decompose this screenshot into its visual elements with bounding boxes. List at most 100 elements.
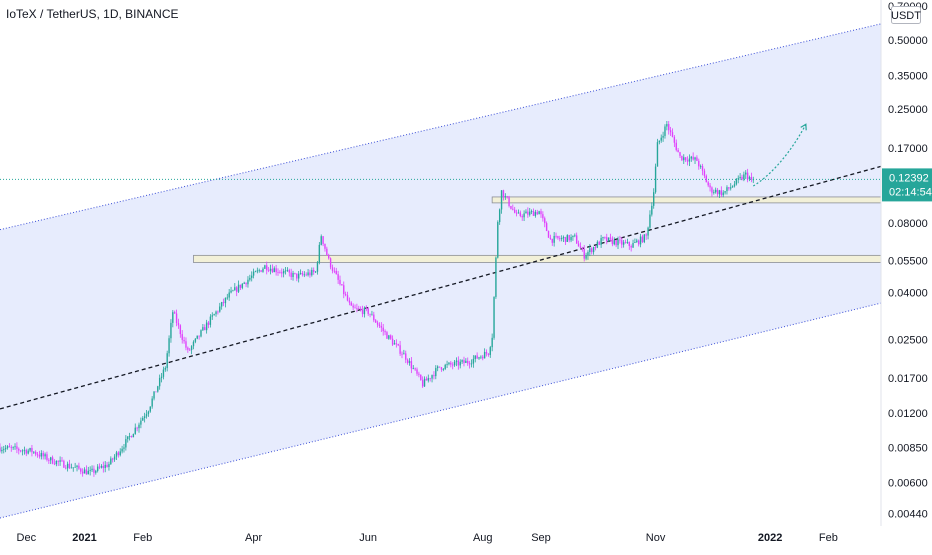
time-tick-2: Feb: [133, 532, 152, 544]
candle-body-78: [145, 414, 148, 417]
candle-body-136: [254, 271, 257, 273]
candle-body-125: [234, 287, 236, 291]
candle-body-246: [461, 360, 463, 362]
candle-body-337: [632, 242, 634, 248]
candle-body-397: [745, 172, 747, 175]
candle-body-7: [12, 446, 14, 448]
candle-body-156: [292, 272, 294, 277]
candle-body-375: [703, 170, 706, 176]
time-tick-8: 2022: [758, 532, 782, 544]
channel-lower-line: [0, 302, 882, 519]
candle-body-161: [301, 273, 304, 275]
candle-body-3: [4, 447, 7, 450]
candle-body-349: [654, 166, 657, 193]
candle-body-273: [512, 208, 514, 210]
candle-body-218: [408, 361, 411, 363]
candle-body-207: [388, 335, 390, 339]
currency-badge[interactable]: USDT: [891, 6, 921, 24]
candle-body-297: [557, 235, 559, 239]
candle-body-254: [476, 355, 478, 359]
candle-body-313: [587, 252, 589, 256]
candle-body-57: [106, 464, 108, 468]
candle-body-22: [40, 452, 43, 457]
candle-body-318: [596, 241, 599, 248]
candle-body-67: [125, 439, 127, 448]
channel-midline: [0, 165, 882, 410]
candle-body-260: [487, 353, 490, 355]
candle-body-46: [85, 469, 88, 475]
candle-body-188: [352, 305, 354, 308]
chart-title: IoTeX / TetherUS, 1D, BINANCE: [6, 7, 179, 21]
candle-body-38: [70, 467, 73, 469]
candle-body-164: [307, 272, 309, 276]
candle-body-373: [699, 166, 702, 167]
candle-body-283: [530, 211, 533, 212]
candle-body-384: [720, 190, 723, 196]
candle-body-129: [241, 283, 244, 288]
candle-body-25: [46, 454, 48, 460]
candle-body-306: [574, 235, 576, 237]
candle-body-266: [498, 209, 501, 223]
candle-body-157: [294, 272, 296, 274]
candle-body-301: [564, 237, 567, 242]
candle-body-390: [731, 186, 734, 188]
candle-body-304: [570, 236, 572, 241]
candle-body-312: [585, 255, 587, 259]
candle-body-244: [457, 360, 460, 366]
support-zone-0: [491, 196, 882, 204]
candle-body-248: [465, 360, 467, 363]
projection-path: [752, 124, 807, 187]
candle-body-365: [684, 157, 687, 161]
candle-body-103: [192, 341, 195, 347]
candle-body-295: [553, 235, 555, 243]
candle-body-26: [48, 459, 50, 461]
candle-body-236: [442, 368, 445, 370]
candle-body-327: [613, 240, 615, 245]
candle-body-163: [305, 274, 307, 276]
candle-body-173: [324, 243, 326, 249]
candle-body-271: [508, 197, 510, 206]
candle-body-169: [316, 262, 319, 272]
candle-body-175: [328, 254, 330, 259]
candle-body-190: [356, 308, 358, 309]
candle-body-348: [653, 192, 655, 206]
time-tick-3: Apr: [245, 532, 262, 544]
candle-body-340: [637, 240, 640, 245]
candle-body-127: [237, 284, 240, 292]
candle-body-76: [142, 417, 144, 421]
candle-body-10: [18, 448, 20, 451]
projection-arrowhead: [800, 123, 807, 131]
support-zone-1: [193, 254, 882, 263]
candle-body-347: [651, 205, 653, 215]
price-tick-2: 0.35000: [888, 71, 928, 83]
candle-body-106: [198, 335, 200, 337]
candle-body-59: [110, 458, 112, 465]
candle-body-187: [350, 302, 352, 306]
candle-body-35: [65, 467, 67, 469]
price-axis-panel[interactable]: [881, 0, 932, 550]
candle-body-259: [485, 351, 488, 354]
candle-body-261: [489, 347, 491, 355]
candle-body-399: [748, 177, 751, 180]
candle-body-250: [468, 363, 471, 365]
countdown-timer: 02:14:54: [889, 186, 932, 198]
candle-body-183: [343, 285, 345, 295]
candle-body-234: [438, 366, 441, 368]
candle-body-102: [190, 346, 193, 351]
candle-body-81: [151, 398, 153, 407]
candle-body-171: [320, 236, 322, 245]
candle-body-118: [220, 302, 223, 307]
candle-body-211: [395, 343, 398, 345]
candle-body-237: [444, 364, 446, 369]
candle-body-142: [266, 265, 268, 271]
candle-body-176: [329, 258, 332, 268]
price-tick-13: 0.00600: [888, 477, 928, 489]
projection-layer: [752, 123, 807, 187]
candle-body-68: [127, 436, 129, 440]
candle-body-48: [89, 470, 91, 471]
candle-body-138: [258, 270, 260, 272]
candle-body-339: [636, 240, 638, 243]
candle-body-203: [380, 326, 383, 328]
